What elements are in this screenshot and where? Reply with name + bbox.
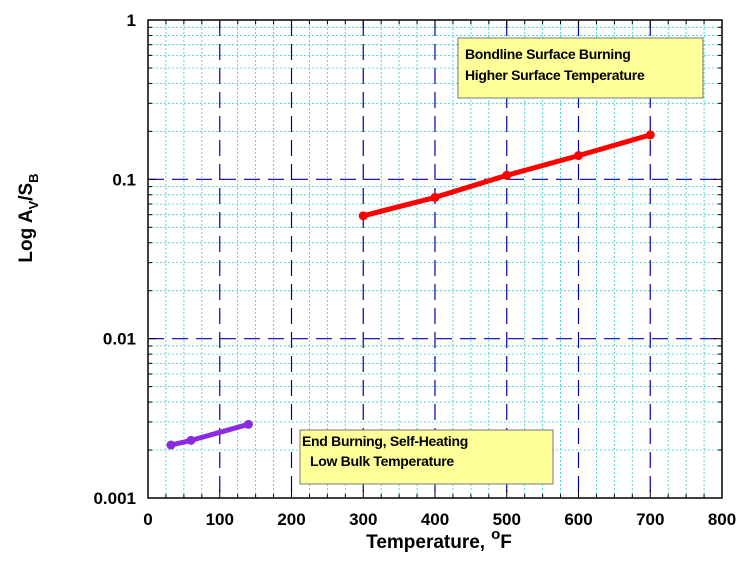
annotation-lower: End Burning, Self-Heating Low Bulk Tempe… (299, 429, 554, 485)
series-layer (166, 130, 655, 450)
series-point-1 (502, 170, 512, 180)
x-tick-label: 600 (564, 510, 592, 529)
series-point-1 (430, 192, 440, 202)
y-axis-title: Log AV/SB (16, 173, 41, 262)
y-tick-label: 0.01 (103, 330, 136, 349)
x-tick-label: 800 (708, 510, 736, 529)
x-axis-title: Temperature, oF (366, 526, 512, 553)
series-point-1 (358, 211, 368, 221)
y-tick-label: 0.1 (112, 170, 136, 189)
annotation-lower-line1: End Burning, Self-Heating (302, 433, 468, 449)
major-grid (148, 20, 722, 498)
annotation-lower-box (299, 429, 554, 485)
series-point-1 (645, 130, 655, 140)
series-point-1 (574, 151, 583, 161)
annotation-upper-line2: Higher Surface Temperature (465, 67, 645, 83)
annotation-upper: Bondline Surface Burning Higher Surface … (457, 37, 704, 99)
x-tick-label: 300 (349, 510, 377, 529)
x-tick-label: 100 (206, 510, 234, 529)
series-point-0 (166, 440, 176, 450)
x-tick-label: 0 (143, 510, 152, 529)
x-tick-label: 400 (421, 510, 449, 529)
x-tick-label: 200 (277, 510, 305, 529)
series-point-0 (243, 419, 253, 429)
x-tick-labels: 0 100 200 300 400 500 600 700 800 (143, 510, 736, 529)
x-tick-label: 700 (636, 510, 664, 529)
y-tick-labels: 0.001 0.01 0.1 1 (93, 11, 136, 508)
annotation-upper-line1: Bondline Surface Burning (465, 46, 630, 62)
annotation-lower-line2: Low Bulk Temperature (310, 453, 454, 469)
annotation-upper-box (457, 37, 704, 99)
x-tick-label: 500 (493, 510, 521, 529)
axis-ticks (147, 19, 723, 499)
series-point-0 (186, 435, 196, 445)
y-tick-label: 0.001 (93, 489, 136, 508)
y-tick-label: 1 (127, 11, 136, 30)
